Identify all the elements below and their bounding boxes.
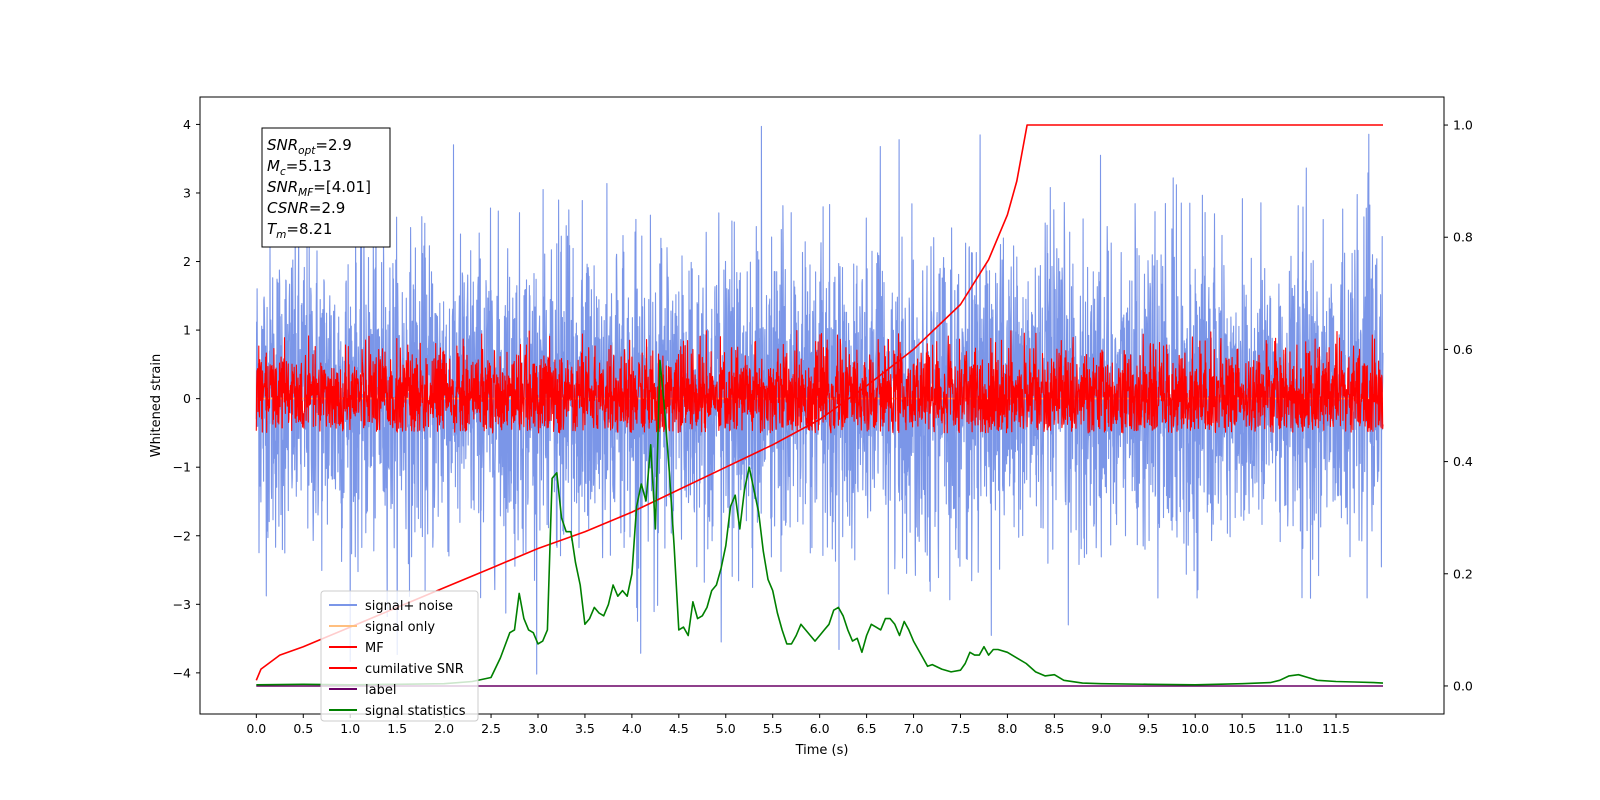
- x-tick-label: 5.5: [763, 721, 783, 736]
- x-tick-label: 3.0: [528, 721, 548, 736]
- x-tick-label: 10.5: [1228, 721, 1256, 736]
- legend-label: label: [365, 683, 396, 698]
- x-tick-label: 10.0: [1181, 721, 1209, 736]
- y-axis-label: Whitened strain: [149, 354, 164, 457]
- y-tick-label: −3: [173, 597, 191, 612]
- series-signal-statistics-line: [256, 359, 1384, 686]
- y2-tick-label: 1.0: [1453, 118, 1473, 133]
- x-tick-label: 1.5: [387, 721, 407, 736]
- legend-label: MF: [365, 641, 384, 656]
- info-line: SNRMF=[4.01]: [267, 178, 371, 199]
- x-tick-label: 4.5: [669, 721, 689, 736]
- series-mf-line: [255, 330, 1384, 434]
- x-tick-label: 5.0: [716, 721, 736, 736]
- y2-tick-label: 0.2: [1453, 566, 1473, 581]
- legend-label: signal statistics: [365, 704, 466, 719]
- x-tick-label: 0.5: [293, 721, 313, 736]
- legend: signal+ noise signal only MF cumilative SNR…: [320, 590, 479, 722]
- y-tick-label: 4: [183, 117, 191, 132]
- info-line: Tm=8.21: [267, 220, 332, 241]
- x-tick-label: 8.5: [1044, 721, 1064, 736]
- y-tick-label: 3: [183, 185, 191, 200]
- y-tick-label: 2: [183, 254, 191, 269]
- y-tick-label: −4: [173, 665, 191, 680]
- info-line: SNRopt=2.9: [267, 136, 352, 157]
- y-tick-label: 0: [183, 391, 191, 406]
- x-tick-label: 11.5: [1322, 721, 1350, 736]
- y2-tick-label: 0.6: [1453, 342, 1473, 357]
- y-tick-label: −2: [173, 528, 191, 543]
- y2-tick-label: 0.0: [1453, 678, 1473, 693]
- x-tick-label: 9.0: [1091, 721, 1111, 736]
- x-tick-label: 2.0: [434, 721, 454, 736]
- info-line: CSNR=2.9: [267, 199, 345, 217]
- legend-frame: [320, 590, 479, 722]
- x-axis-label: Time (s): [795, 743, 849, 758]
- legend-label: signal only: [365, 620, 435, 635]
- x-tick-label: 7.5: [951, 721, 971, 736]
- info-box-frame: [261, 127, 391, 248]
- x-tick-label: 4.0: [622, 721, 642, 736]
- x-tick-label: 6.0: [810, 721, 830, 736]
- y-tick-label: 1: [183, 323, 191, 338]
- x-tick-label: 8.0: [997, 721, 1017, 736]
- plot-frame: [199, 96, 1445, 715]
- x-tick-label: 7.0: [904, 721, 924, 736]
- legend-label: signal+ noise: [365, 599, 453, 614]
- x-tick-label: 11.0: [1275, 721, 1303, 736]
- info-line: Mc=5.13: [267, 157, 332, 178]
- x-tick-label: 1.0: [340, 721, 360, 736]
- legend-label: cumilative SNR: [365, 662, 464, 677]
- x-tick-label: 9.5: [1138, 721, 1158, 736]
- x-tick-label: 6.5: [857, 721, 877, 736]
- y2-tick-label: 0.4: [1453, 454, 1473, 469]
- x-tick-label: 2.5: [481, 721, 501, 736]
- axes: 0.0 0.5 1.0 1.5 2.0 2.5 3.0 3.5 4.0 4.5 5.0 5.5 6.0 6…: [173, 96, 1473, 736]
- y2-tick-label: 0.8: [1453, 230, 1473, 245]
- y-tick-label: −1: [173, 460, 191, 475]
- x-tick-label: 0.0: [246, 721, 266, 736]
- x-tick-label: 3.5: [575, 721, 595, 736]
